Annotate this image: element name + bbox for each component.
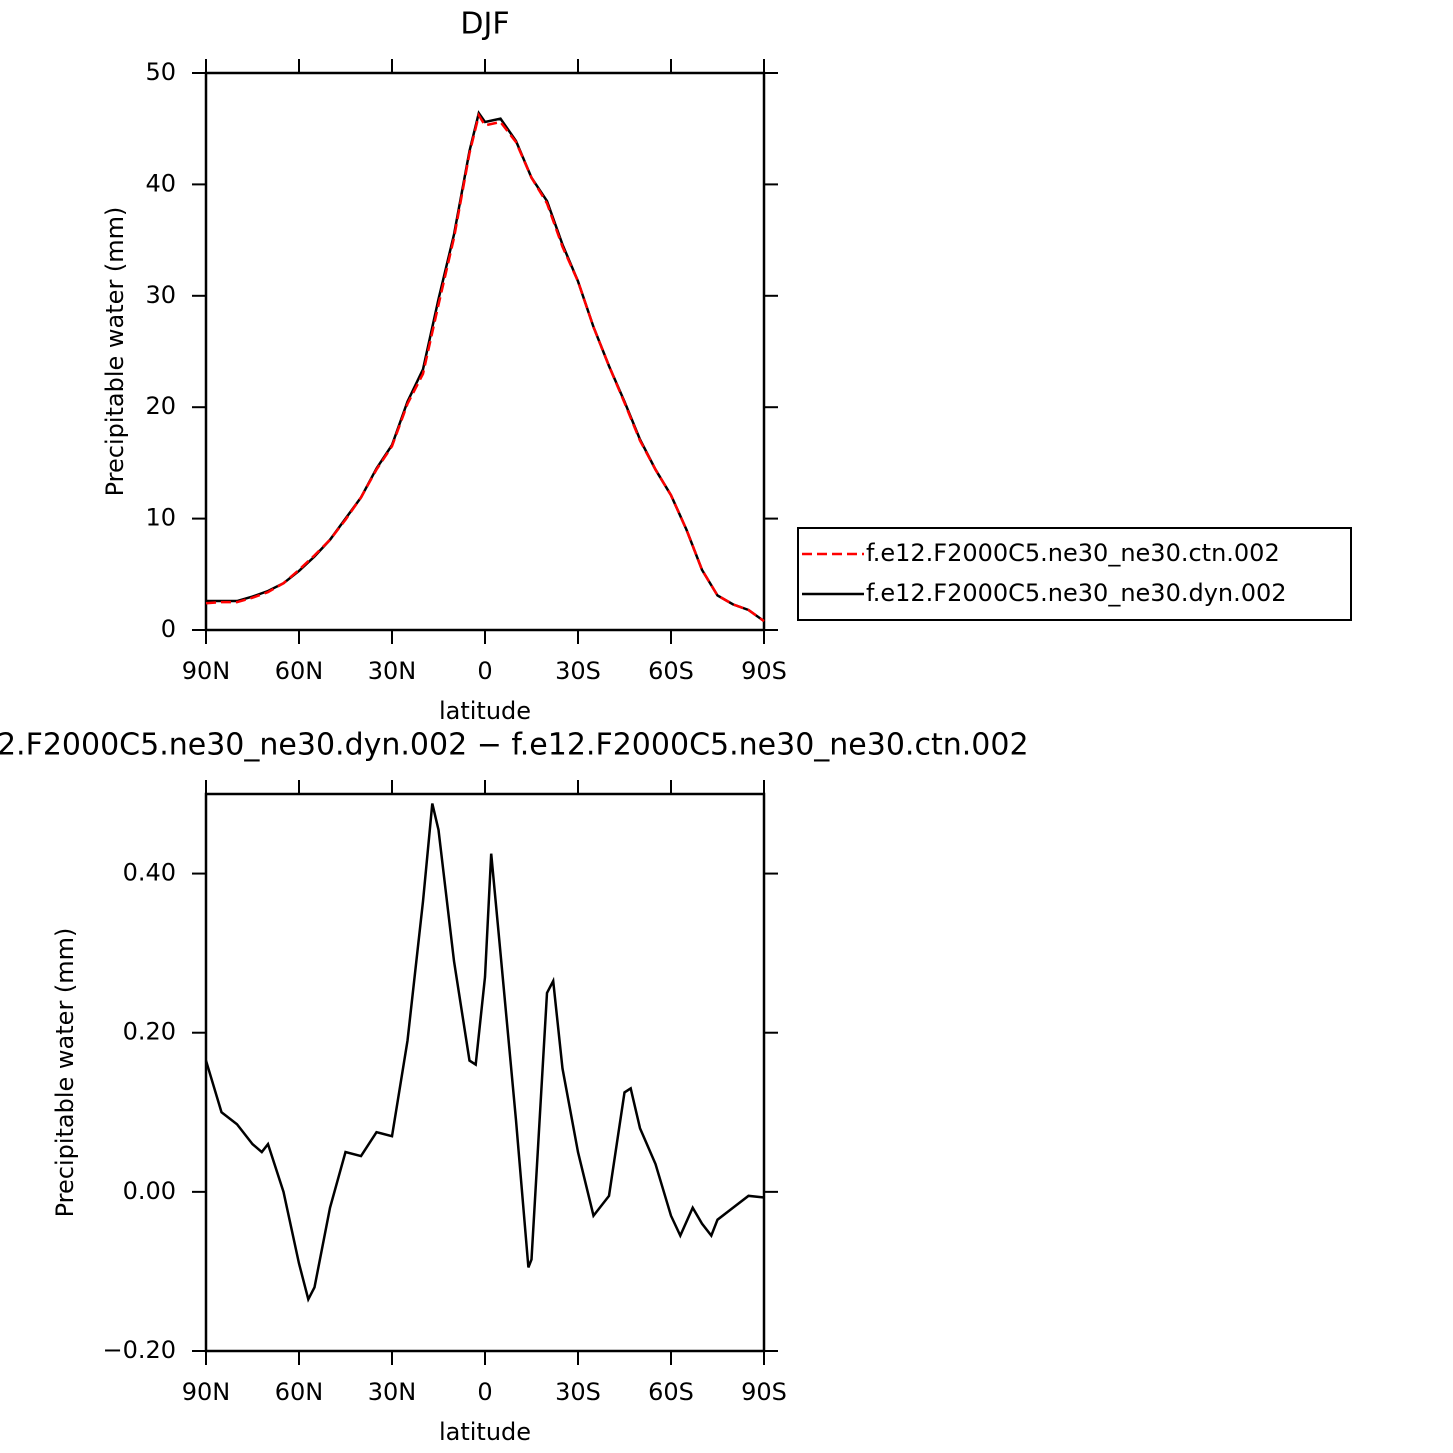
data-line [206,110,765,623]
chart-title: DJF [460,7,509,42]
y-tick-label: 0.20 [123,1018,176,1046]
y-tick-label: −0.20 [102,1336,176,1364]
x-tick-label: 90N [182,657,231,685]
x-tick-label: 30S [555,657,601,685]
x-tick-label: 90N [182,1378,231,1406]
x-tick-label: 30N [368,657,417,685]
x-tick-label: 60S [648,657,694,685]
x-axis-label: latitude [439,1418,531,1446]
y-tick-label: 40 [145,169,176,197]
y-axis-label: Precipitable water (mm) [51,928,79,1218]
y-tick-label: 0 [161,615,176,643]
x-tick-label: 60N [275,657,324,685]
x-tick-label: 60N [275,1378,324,1406]
x-tick-label: 60S [648,1378,694,1406]
y-tick-label: 30 [145,281,176,309]
y-tick-label: 50 [145,58,176,86]
x-axis-label: latitude [439,697,531,725]
legend-label: f.e12.F2000C5.ne30_ne30.ctn.002 [866,539,1280,567]
chart-title: f.e12.F2000C5.ne30_ne30.dyn.002 − f.e12.… [0,728,1029,763]
x-tick-label: 0 [477,657,492,685]
x-tick-label: 90S [741,657,787,685]
y-tick-label: 0.00 [123,1177,176,1205]
plot-frame [204,792,766,1353]
y-tick-label: 0.40 [123,859,176,887]
x-tick-label: 90S [741,1378,787,1406]
legend-box [797,527,1352,621]
x-tick-label: 30N [368,1378,417,1406]
y-tick-label: 10 [145,504,176,532]
x-tick-label: 0 [477,1378,492,1406]
y-axis-label: Precipitable water (mm) [101,207,129,497]
y-tick-label: 20 [145,392,176,420]
x-tick-label: 30S [555,1378,601,1406]
plot-frame [204,71,766,632]
data-line [205,112,765,623]
legend-label: f.e12.F2000C5.ne30_ne30.dyn.002 [866,579,1287,607]
data-line [204,803,765,1303]
